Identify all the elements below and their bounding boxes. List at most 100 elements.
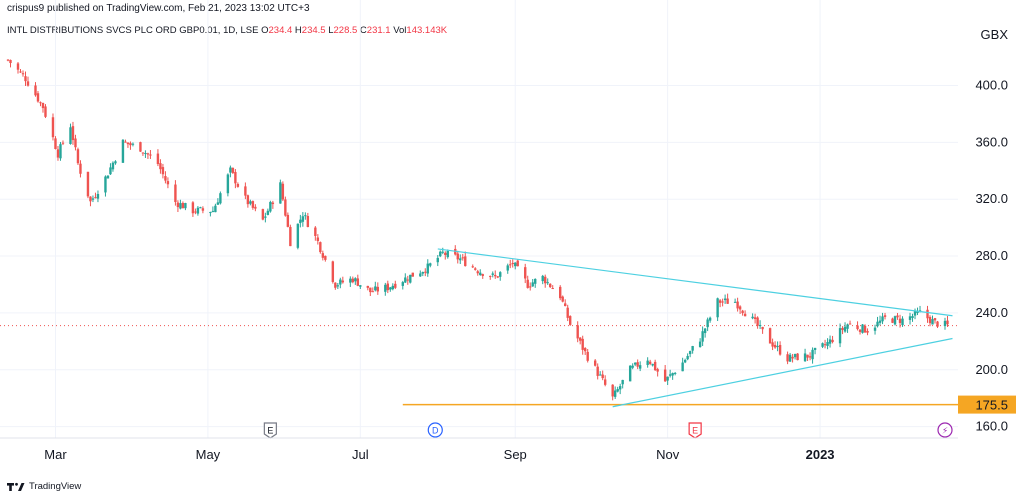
x-tick-label: Sep bbox=[504, 447, 527, 462]
candle-body bbox=[651, 363, 654, 366]
candle-body bbox=[231, 167, 235, 173]
candle-body bbox=[663, 369, 667, 382]
candle-body bbox=[261, 209, 265, 220]
candle-body bbox=[314, 227, 317, 236]
candle-body bbox=[351, 278, 355, 283]
candle-body bbox=[524, 267, 527, 279]
candle-body bbox=[159, 163, 162, 170]
earnings-marker bbox=[263, 422, 277, 439]
candle-body bbox=[374, 286, 377, 291]
candle-body bbox=[111, 162, 115, 170]
price-axis: 160.0 200.0 240.0 280.0 320.0 360.0 400.0 GBX bbox=[975, 27, 1008, 434]
candle-body bbox=[511, 262, 514, 265]
candle-body bbox=[6, 59, 10, 61]
candle-body bbox=[761, 326, 764, 330]
candle-body bbox=[474, 268, 477, 270]
candle-body bbox=[718, 300, 722, 303]
candle-body bbox=[738, 306, 742, 310]
ohlc-label: O bbox=[261, 25, 269, 36]
candle-body bbox=[444, 252, 447, 255]
candle-body bbox=[673, 372, 677, 374]
candle-body bbox=[36, 93, 40, 102]
candle-body bbox=[371, 291, 375, 293]
candle-body bbox=[184, 202, 187, 209]
candle-body bbox=[544, 276, 547, 284]
candle-body bbox=[534, 278, 537, 284]
candle-body bbox=[494, 274, 497, 277]
ohlc-value: 228.5 bbox=[333, 25, 358, 36]
candle-body bbox=[808, 356, 812, 358]
candle-body bbox=[166, 181, 170, 185]
ohlc-label: L bbox=[325, 25, 334, 36]
candle-body bbox=[164, 176, 167, 181]
candle-body bbox=[708, 317, 712, 321]
ohlc-value: 143.143K bbox=[406, 25, 448, 36]
candle-body bbox=[141, 152, 145, 154]
candle-body bbox=[94, 197, 97, 199]
candle-body bbox=[196, 207, 200, 214]
candle-body bbox=[424, 271, 427, 273]
candle-body bbox=[811, 349, 814, 360]
candle-body bbox=[593, 360, 597, 366]
candle-body bbox=[386, 283, 389, 291]
candle-body bbox=[786, 354, 789, 362]
candle-body bbox=[271, 202, 275, 205]
candle-body bbox=[254, 206, 257, 209]
candle-body bbox=[823, 344, 827, 346]
candle-body bbox=[114, 161, 117, 164]
candle-body bbox=[559, 286, 562, 299]
candle-body bbox=[743, 313, 747, 317]
candle-body bbox=[139, 142, 142, 152]
candle-body bbox=[928, 316, 932, 324]
candle-body bbox=[773, 344, 777, 348]
candle-body bbox=[491, 273, 494, 275]
candle-body bbox=[691, 346, 694, 351]
candle-body bbox=[908, 316, 912, 320]
candle-body bbox=[838, 328, 842, 344]
candle-body bbox=[124, 141, 127, 143]
candle-body bbox=[813, 347, 817, 350]
candle-body bbox=[299, 219, 302, 224]
footer: TradingView bbox=[7, 481, 81, 492]
candle-body bbox=[281, 183, 285, 200]
candle-body bbox=[861, 324, 864, 333]
candle-body bbox=[856, 325, 859, 330]
candle-body bbox=[581, 338, 584, 350]
candle-body bbox=[796, 353, 799, 361]
candle-body bbox=[376, 286, 380, 292]
candle-body bbox=[936, 321, 939, 327]
candle-body bbox=[336, 285, 340, 287]
x-tick-label: Mar bbox=[44, 447, 67, 462]
candle-body bbox=[576, 325, 579, 339]
candle-body bbox=[251, 201, 255, 208]
candle-body bbox=[826, 342, 829, 346]
candle-body bbox=[736, 301, 739, 309]
candle-body bbox=[59, 144, 62, 159]
candle-body bbox=[96, 194, 100, 199]
candle-body bbox=[648, 361, 652, 364]
ohlc-value: 231.1 bbox=[366, 25, 391, 36]
ohlc-value: 234.4 bbox=[268, 25, 293, 36]
candle-body bbox=[726, 298, 729, 304]
trendline bbox=[612, 337, 953, 408]
candle-body bbox=[436, 257, 439, 263]
candle-body bbox=[671, 373, 674, 376]
candle-body bbox=[24, 76, 27, 82]
candle-body bbox=[901, 318, 904, 326]
candle-body bbox=[359, 285, 362, 287]
candle-body bbox=[324, 255, 327, 260]
footer-brand: TradingView bbox=[29, 481, 82, 492]
candle-body bbox=[286, 214, 290, 227]
candle-body bbox=[429, 263, 432, 266]
candle-body bbox=[409, 274, 412, 283]
candle-body bbox=[586, 351, 589, 361]
candle-body bbox=[149, 154, 152, 156]
support-line: 175.5 bbox=[402, 395, 1016, 414]
grid-lines bbox=[0, 0, 958, 438]
candle-body bbox=[419, 273, 422, 277]
candle-body bbox=[54, 138, 57, 150]
candle-body bbox=[911, 316, 914, 319]
candle-body bbox=[918, 310, 922, 312]
candle-body bbox=[596, 366, 599, 376]
